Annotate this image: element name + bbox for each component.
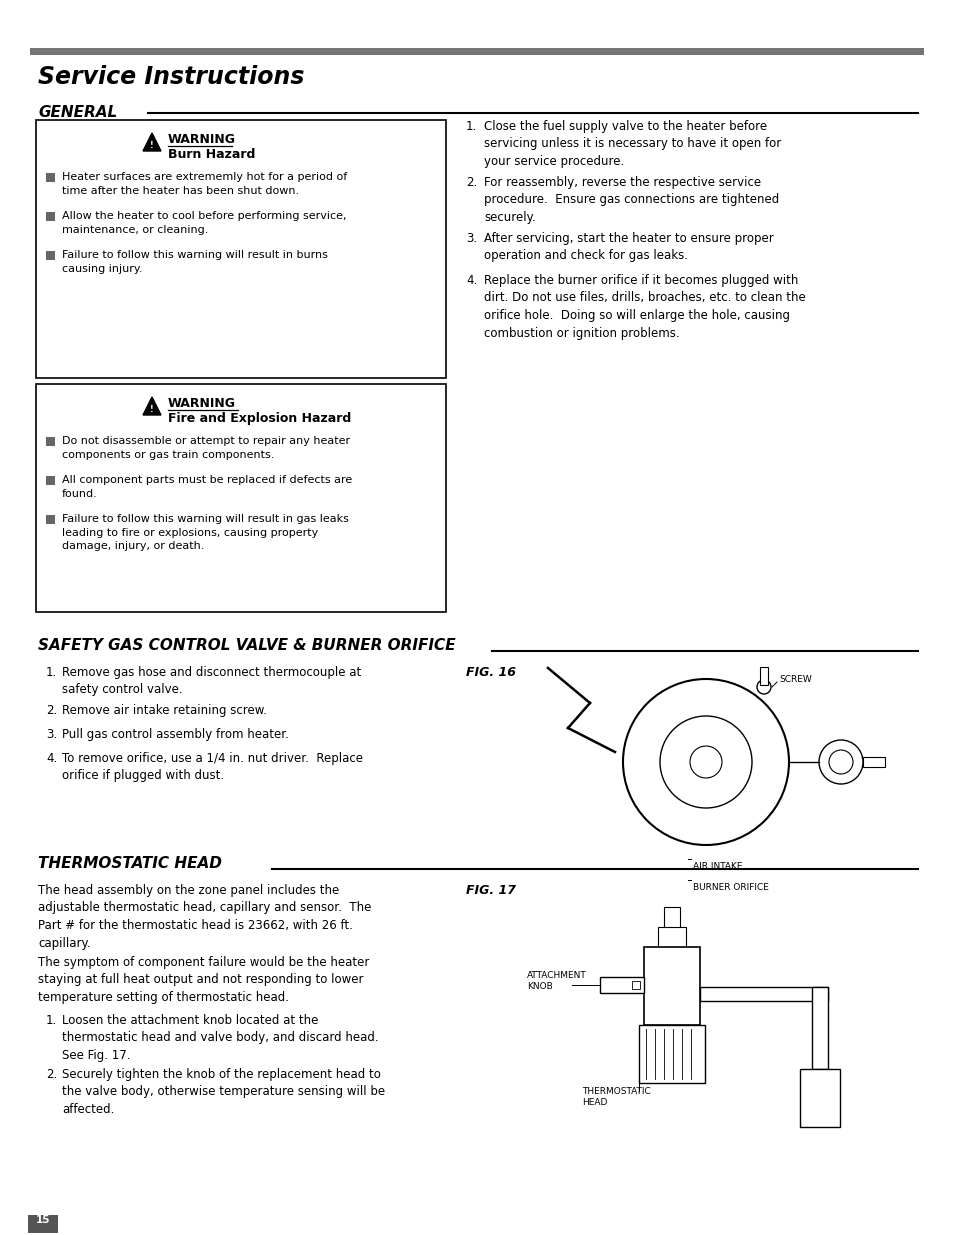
Polygon shape (143, 133, 161, 151)
Text: 1.: 1. (465, 120, 476, 133)
Text: FIG. 16: FIG. 16 (465, 666, 516, 679)
Text: 3.: 3. (465, 232, 476, 245)
Bar (46, 251, 55, 261)
Text: Allow the heater to cool before performing service,
maintenance, or cleaning.: Allow the heater to cool before performi… (62, 211, 346, 235)
Text: Pull gas control assembly from heater.: Pull gas control assembly from heater. (62, 727, 289, 741)
Circle shape (689, 746, 721, 778)
Bar (643, 947, 700, 1025)
Text: 15: 15 (35, 1215, 51, 1225)
Bar (36, 120, 446, 378)
Text: SAFETY GAS CONTROL VALVE & BURNER ORIFICE: SAFETY GAS CONTROL VALVE & BURNER ORIFIC… (38, 638, 456, 653)
Circle shape (659, 716, 751, 808)
Text: Loosen the attachment knob located at the
thermostatic head and valve body, and : Loosen the attachment knob located at th… (62, 1014, 378, 1062)
Bar (46, 173, 55, 182)
Circle shape (818, 740, 862, 784)
Text: FIG. 17: FIG. 17 (465, 884, 516, 897)
Bar (760, 667, 767, 685)
Text: All component parts must be replaced if defects are
found.: All component parts must be replaced if … (62, 475, 352, 499)
Bar (30, 48, 923, 56)
Bar (811, 987, 827, 1070)
Text: !: ! (150, 141, 153, 151)
Text: GENERAL: GENERAL (38, 105, 117, 120)
Text: THERMOSTATIC HEAD: THERMOSTATIC HEAD (38, 856, 222, 871)
Bar (46, 475, 55, 485)
Text: Securely tighten the knob of the replacement head to
the valve body, otherwise t: Securely tighten the knob of the replace… (62, 1068, 385, 1116)
Text: Failure to follow this warning will result in burns
causing injury.: Failure to follow this warning will resu… (62, 249, 328, 274)
Text: 3.: 3. (46, 727, 57, 741)
Bar (700, 987, 827, 1002)
Bar (46, 515, 55, 524)
Circle shape (757, 680, 770, 694)
Bar (599, 977, 643, 993)
Text: WARNING: WARNING (168, 133, 235, 146)
Text: 1.: 1. (46, 1014, 57, 1028)
Bar (862, 757, 884, 767)
Text: The head assembly on the zone panel includes the
adjustable thermostatic head, c: The head assembly on the zone panel incl… (38, 884, 371, 950)
Bar (663, 906, 679, 929)
Bar (36, 384, 446, 613)
Text: SCREW: SCREW (779, 676, 811, 684)
Text: 4.: 4. (465, 274, 476, 287)
Text: For reassembly, reverse the respective service
procedure.  Ensure gas connection: For reassembly, reverse the respective s… (483, 177, 779, 224)
Bar (631, 981, 639, 989)
Text: Do not disassemble or attempt to repair any heater
components or gas train compo: Do not disassemble or attempt to repair … (62, 436, 350, 459)
Text: 2.: 2. (465, 177, 476, 189)
Bar (46, 212, 55, 221)
Bar (658, 927, 685, 947)
Text: Fire and Explosion Hazard: Fire and Explosion Hazard (168, 412, 351, 425)
Text: WARNING: WARNING (168, 396, 235, 410)
Text: Burn Hazard: Burn Hazard (168, 148, 255, 161)
Text: !: ! (150, 405, 153, 414)
Text: To remove orifice, use a 1/4 in. nut driver.  Replace
orifice if plugged with du: To remove orifice, use a 1/4 in. nut dri… (62, 752, 363, 783)
Bar (46, 437, 55, 446)
Bar (28, 1215, 58, 1233)
Text: Close the fuel supply valve to the heater before
servicing unless it is necessar: Close the fuel supply valve to the heate… (483, 120, 781, 168)
Text: 1.: 1. (46, 666, 57, 679)
Text: THERMOSTATIC
HEAD: THERMOSTATIC HEAD (581, 1087, 650, 1107)
Circle shape (828, 750, 852, 774)
Text: Remove gas hose and disconnect thermocouple at
safety control valve.: Remove gas hose and disconnect thermocou… (62, 666, 361, 697)
Text: ATTACHMENT
KNOB: ATTACHMENT KNOB (526, 971, 586, 992)
Text: Replace the burner orifice if it becomes plugged with
dirt. Do not use files, dr: Replace the burner orifice if it becomes… (483, 274, 805, 340)
Text: 4.: 4. (46, 752, 57, 764)
Text: Failure to follow this warning will result in gas leaks
leading to fire or explo: Failure to follow this warning will resu… (62, 514, 349, 551)
Text: The symptom of component failure would be the heater
staying at full heat output: The symptom of component failure would b… (38, 956, 369, 1004)
Bar (639, 1025, 704, 1083)
Text: AIR INTAKE: AIR INTAKE (692, 862, 741, 871)
Text: Remove air intake retaining screw.: Remove air intake retaining screw. (62, 704, 267, 718)
Text: BURNER ORIFICE: BURNER ORIFICE (692, 883, 768, 892)
Circle shape (622, 679, 788, 845)
Bar (800, 1070, 840, 1128)
Text: Service Instructions: Service Instructions (38, 65, 304, 89)
Text: Heater surfaces are extrememly hot for a period of
time after the heater has bee: Heater surfaces are extrememly hot for a… (62, 172, 347, 195)
Text: After servicing, start the heater to ensure proper
operation and check for gas l: After servicing, start the heater to ens… (483, 232, 773, 263)
Text: 2.: 2. (46, 704, 57, 718)
Polygon shape (143, 396, 161, 415)
Text: 2.: 2. (46, 1068, 57, 1081)
